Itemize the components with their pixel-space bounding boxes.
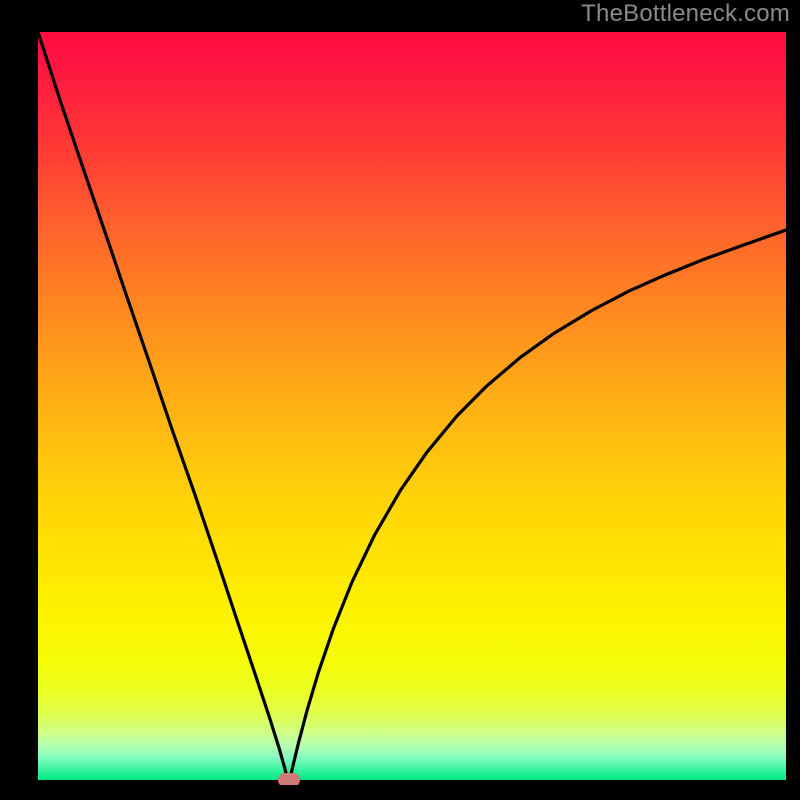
chart-frame: TheBottleneck.com: [0, 0, 800, 800]
bottleneck-curve: [38, 32, 786, 785]
watermark-label: TheBottleneck.com: [581, 0, 790, 28]
plot-area: [38, 32, 786, 785]
minimum-marker: [278, 773, 300, 785]
